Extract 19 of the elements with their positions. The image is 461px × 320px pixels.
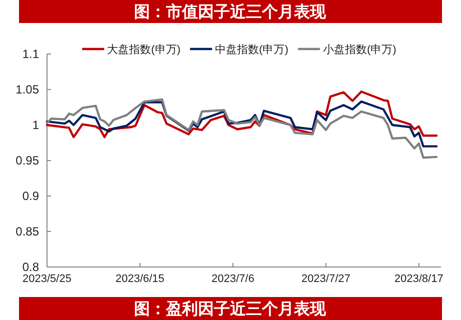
line-series: [46, 90, 438, 138]
legend-label: 中盘指数(申万): [215, 43, 288, 56]
y-tick-label: 0.9: [22, 189, 40, 203]
x-tick-label: 2023/7/6: [212, 273, 254, 285]
x-tick-label: 2023/6/15: [116, 273, 164, 285]
x-tick-label: 2023/5/25: [22, 273, 72, 285]
legend-label: 小盘指数(申万): [322, 43, 396, 56]
y-tick-label: 1.1: [22, 47, 40, 61]
y-tick-label: 1.05: [16, 82, 40, 96]
y-tick-label: 1: [32, 118, 40, 132]
x-tick-label: 2023/7/27: [301, 273, 350, 285]
y-tick-label: 0.85: [16, 224, 40, 238]
legend-label: 大盘指数(申万): [107, 43, 180, 56]
line-series: [46, 100, 438, 148]
y-tick-label: 0.8: [22, 260, 40, 274]
y-tick-label: 0.95: [16, 154, 40, 168]
text: 图：盈利因子近三个月表现: [134, 300, 327, 318]
chart-title: 图：市值因子近三个月表现: [134, 3, 327, 21]
x-tick-label: 2023/8/17: [394, 273, 444, 285]
